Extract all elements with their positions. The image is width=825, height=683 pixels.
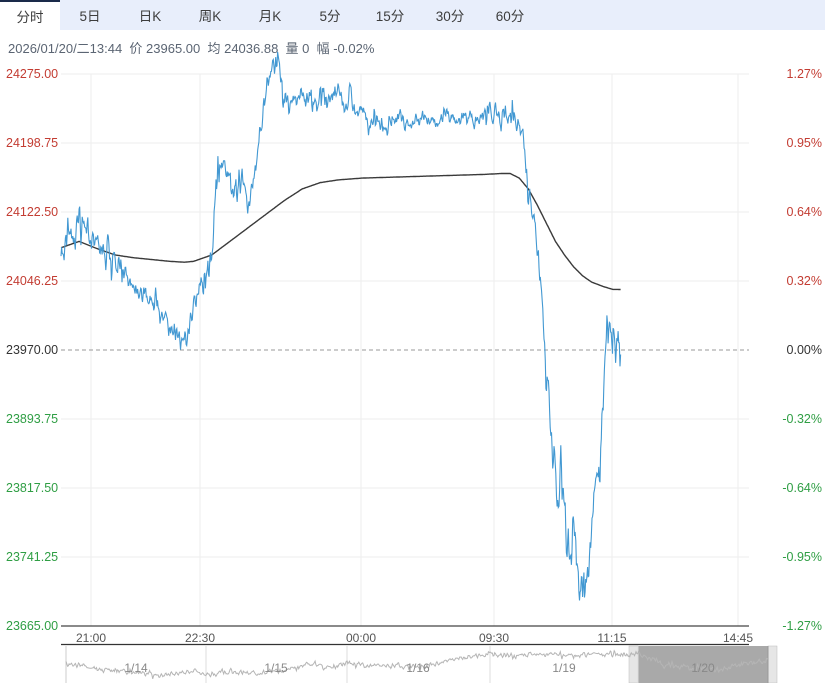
svg-text:-0.64%: -0.64% [782, 481, 822, 495]
svg-text:09:30: 09:30 [479, 631, 509, 645]
svg-text:23741.25: 23741.25 [6, 550, 58, 564]
svg-text:-0.95%: -0.95% [782, 550, 822, 564]
svg-text:24046.25: 24046.25 [6, 274, 58, 288]
svg-text:0.32%: 0.32% [787, 274, 822, 288]
svg-text:1/15: 1/15 [264, 661, 288, 675]
svg-text:0.95%: 0.95% [787, 136, 822, 150]
svg-text:0.00%: 0.00% [787, 343, 822, 357]
svg-text:24275.00: 24275.00 [6, 67, 58, 81]
svg-text:-1.27%: -1.27% [782, 619, 822, 633]
svg-text:14:45: 14:45 [723, 631, 753, 645]
svg-text:0.64%: 0.64% [787, 205, 822, 219]
svg-text:1.27%: 1.27% [787, 67, 822, 81]
svg-text:24122.50: 24122.50 [6, 205, 58, 219]
svg-text:1/14: 1/14 [124, 661, 148, 675]
svg-text:24198.75: 24198.75 [6, 136, 58, 150]
svg-text:23970.00: 23970.00 [6, 343, 58, 357]
svg-text:21:00: 21:00 [76, 631, 106, 645]
svg-text:23893.75: 23893.75 [6, 412, 58, 426]
svg-text:1/16: 1/16 [406, 661, 430, 675]
svg-text:23665.00: 23665.00 [6, 619, 58, 633]
svg-text:1/20: 1/20 [691, 661, 715, 675]
svg-text:00:00: 00:00 [346, 631, 376, 645]
svg-text:23817.50: 23817.50 [6, 481, 58, 495]
svg-text:-0.32%: -0.32% [782, 412, 822, 426]
svg-text:11:15: 11:15 [597, 631, 626, 645]
svg-text:22:30: 22:30 [185, 631, 215, 645]
svg-text:1/19: 1/19 [552, 661, 576, 675]
